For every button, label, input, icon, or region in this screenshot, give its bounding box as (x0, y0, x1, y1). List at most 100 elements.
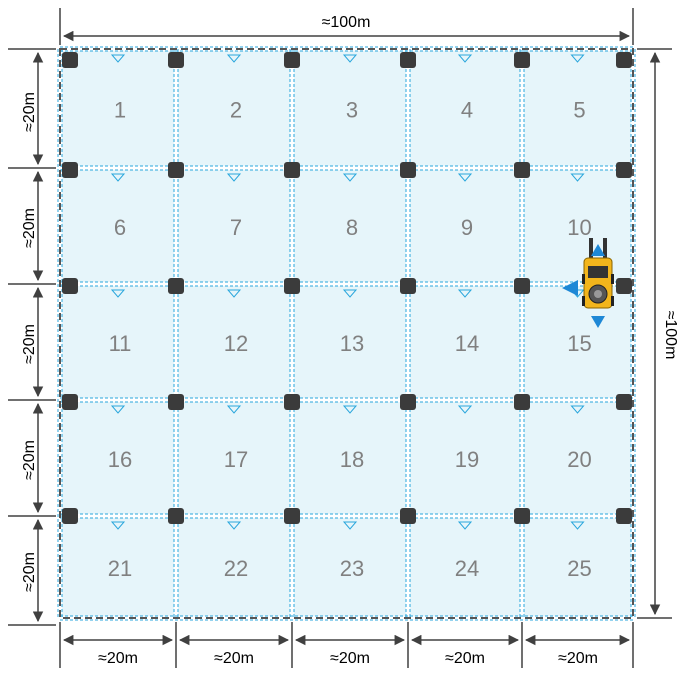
post-marker (616, 162, 632, 178)
waypoint-triangle-icon (226, 521, 242, 530)
post-marker (284, 508, 300, 524)
grid-cell (294, 518, 406, 616)
post-marker (62, 394, 78, 410)
arrow-up-icon (591, 244, 605, 256)
support-posts (62, 52, 632, 524)
post-marker (400, 162, 416, 178)
waypoint-triangle-icon (570, 521, 585, 530)
cell-label: 11 (109, 331, 132, 356)
dim-top-label: ≈100m (322, 14, 371, 31)
cell-label: 17 (224, 447, 248, 472)
post-marker (616, 508, 632, 524)
grid-cell (178, 51, 290, 166)
cell-label: 15 (567, 331, 591, 356)
grid-cell (62, 286, 174, 398)
dim-bottom-label: ≈20m (445, 650, 485, 667)
grid-cell (178, 402, 290, 514)
waypoint-triangle-icon (457, 54, 473, 63)
dim-bottom-label: ≈20m (330, 650, 370, 667)
waypoint-triangle-icon (457, 521, 473, 530)
grid-cell (524, 51, 631, 166)
dimension-lines (8, 8, 672, 668)
dim-left-label: ≈20m (21, 552, 38, 592)
forklift-robot-icon (562, 238, 614, 328)
cell-label: 21 (108, 556, 132, 581)
waypoint-triangle-icon (110, 289, 126, 298)
grid-cell (294, 286, 406, 398)
grid-cell (524, 518, 631, 616)
post-marker (284, 394, 300, 410)
cell-label: 1 (114, 98, 126, 123)
post-marker (168, 278, 184, 294)
waypoint-markers (110, 54, 585, 530)
waypoint-triangle-icon (226, 289, 242, 298)
waypoint-triangle-icon (570, 173, 585, 182)
grid-cell (410, 518, 520, 616)
grid-cell (294, 170, 406, 282)
dim-bottom-label: ≈20m (98, 650, 138, 667)
post-marker (62, 508, 78, 524)
post-marker (616, 278, 632, 294)
post-marker (284, 52, 300, 68)
grid-cell (410, 170, 520, 282)
grid-cell (62, 518, 174, 616)
waypoint-triangle-icon (457, 289, 473, 298)
dim-left-label: ≈20m (21, 208, 38, 248)
cell-label: 19 (455, 447, 479, 472)
cell-label: 5 (573, 98, 585, 123)
grid-cell (178, 170, 290, 282)
waypoint-triangle-icon (110, 54, 126, 63)
waypoint-triangle-icon (342, 405, 358, 414)
post-marker (616, 394, 632, 410)
waypoint-triangle-icon (110, 405, 126, 414)
cell-label: 13 (340, 331, 364, 356)
post-marker (168, 508, 184, 524)
waypoint-triangle-icon (342, 289, 358, 298)
waypoint-triangle-icon (342, 173, 358, 182)
post-marker (514, 162, 530, 178)
post-marker (168, 52, 184, 68)
post-marker (400, 52, 416, 68)
cell-label: 2 (230, 98, 242, 123)
cell-label: 18 (340, 447, 364, 472)
arrow-down-icon (591, 316, 605, 328)
aisle-lines (57, 46, 636, 621)
grid-cell (62, 402, 174, 514)
cell-label: 20 (567, 447, 591, 472)
post-marker (514, 52, 530, 68)
post-marker (400, 394, 416, 410)
grid-cells (62, 51, 631, 616)
waypoint-triangle-icon (226, 173, 242, 182)
post-marker (62, 52, 78, 68)
post-marker (400, 278, 416, 294)
cell-label: 8 (346, 215, 358, 240)
post-marker (400, 508, 416, 524)
cell-label: 3 (346, 98, 358, 123)
arrow-left-icon (562, 280, 578, 296)
post-marker (62, 162, 78, 178)
cell-label: 25 (567, 556, 591, 581)
outer-boundary (59, 48, 634, 619)
post-marker (514, 508, 530, 524)
grid-cell (178, 518, 290, 616)
cell-label: 12 (224, 331, 248, 356)
cell-label: 4 (461, 98, 473, 123)
waypoint-triangle-icon (110, 173, 126, 182)
post-marker (616, 52, 632, 68)
grid-cell (410, 402, 520, 514)
grid-cell (62, 51, 174, 166)
waypoint-triangle-icon (570, 54, 585, 63)
dim-right-label: ≈100m (662, 311, 677, 360)
dim-bottom-label: ≈20m (214, 650, 254, 667)
cell-label: 23 (340, 556, 364, 581)
grid-cell (524, 170, 631, 282)
post-marker (514, 394, 530, 410)
cell-label: 10 (567, 215, 591, 240)
dim-left-label: ≈20m (21, 324, 38, 364)
cell-label: 9 (461, 215, 473, 240)
waypoint-triangle-icon (570, 405, 585, 414)
waypoint-triangle-icon (226, 405, 242, 414)
